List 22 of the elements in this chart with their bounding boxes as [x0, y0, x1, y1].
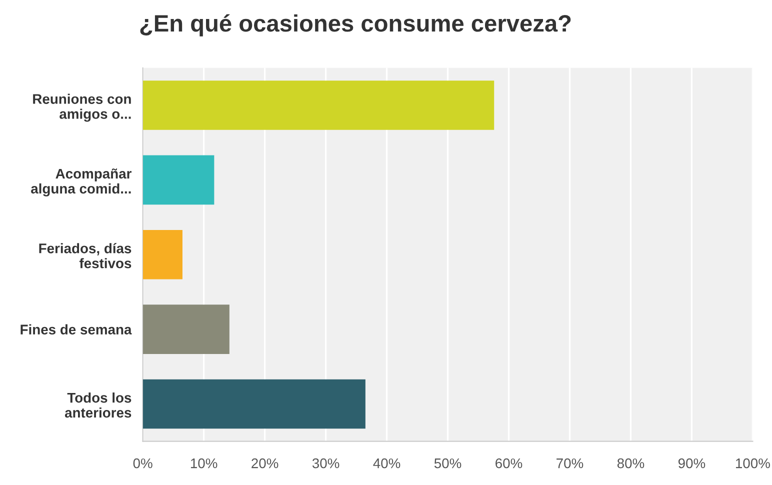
x-tick-label: 30%: [312, 458, 340, 468]
x-tick-label: 20%: [252, 458, 278, 468]
bar: [142, 304, 230, 354]
x-tick-label: 90%: [678, 458, 706, 468]
x-tick-label: 10%: [190, 458, 218, 468]
bar: [142, 230, 182, 280]
bar: [142, 80, 494, 130]
x-tick-label: 0%: [133, 458, 152, 468]
y-tick-label: Reuniones con amigos o...: [33, 94, 131, 122]
x-tick-label: 80%: [617, 458, 644, 468]
y-tick-label: Feriados, días festivos: [39, 242, 132, 268]
x-tick-label: 70%: [556, 458, 584, 468]
x-tick-label: 40%: [373, 458, 400, 468]
bar: [142, 379, 366, 429]
y-tick-label: Todos los anteriores: [64, 392, 132, 418]
y-tick-label: Fines de semana: [20, 324, 132, 334]
x-tick-label: 60%: [496, 458, 522, 468]
bar: [142, 155, 214, 205]
chart-title: ¿En qué ocasiones consume cerveza?: [140, 14, 571, 36]
x-tick-label: 50%: [434, 458, 462, 468]
x-tick-label: 100%: [736, 458, 770, 468]
y-tick-label: Acompañar alguna comid...: [31, 168, 132, 196]
